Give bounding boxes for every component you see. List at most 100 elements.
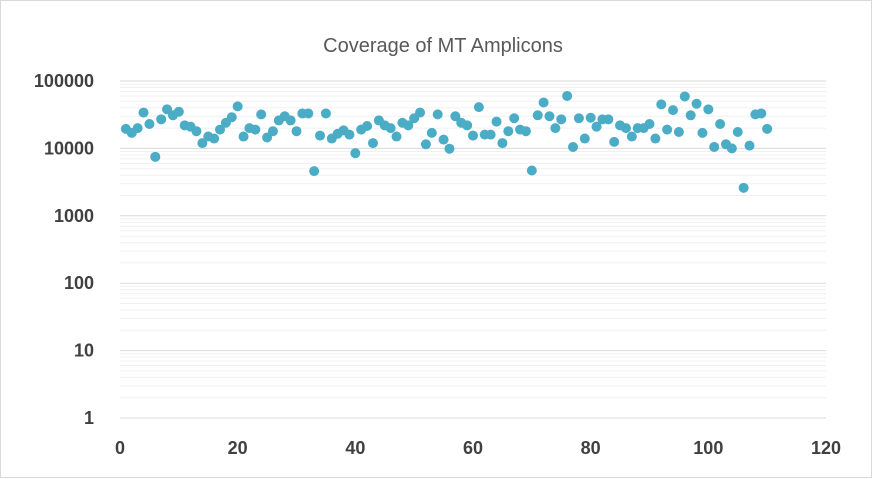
data-point	[415, 107, 426, 118]
data-point	[385, 123, 396, 134]
data-point	[450, 111, 461, 122]
data-point	[744, 140, 755, 151]
data-point	[309, 166, 320, 177]
data-point	[132, 123, 143, 134]
data-point	[144, 119, 155, 130]
data-point	[485, 129, 496, 140]
data-point	[426, 127, 437, 138]
y-tick-label: 100000	[34, 71, 94, 91]
data-point	[226, 112, 237, 123]
data-point	[585, 112, 596, 123]
data-point	[526, 165, 537, 176]
data-point	[238, 131, 249, 142]
x-axis-ticks: 0 20 40 60 80 100 120	[115, 438, 841, 458]
data-point	[403, 120, 414, 131]
data-point	[491, 116, 502, 127]
data-point	[256, 109, 267, 120]
data-point	[362, 120, 373, 131]
data-point	[673, 127, 684, 138]
data-point	[197, 138, 208, 149]
data-point	[732, 127, 743, 138]
data-point	[497, 138, 508, 149]
data-point	[703, 104, 714, 115]
data-point	[662, 124, 673, 135]
data-point	[532, 110, 543, 121]
data-point	[138, 107, 149, 118]
data-point	[232, 101, 243, 112]
gridlines	[120, 80, 826, 419]
data-point	[444, 143, 455, 154]
data-point	[591, 121, 602, 132]
data-point	[291, 126, 302, 137]
x-tick-label: 40	[345, 438, 365, 458]
y-tick-label: 10000	[44, 138, 94, 158]
x-tick-label: 100	[693, 438, 723, 458]
data-point	[150, 151, 161, 162]
data-point	[520, 126, 531, 137]
data-point	[556, 114, 567, 125]
x-tick-label: 20	[228, 438, 248, 458]
data-point	[644, 119, 655, 130]
data-point	[438, 134, 449, 145]
data-point	[432, 109, 443, 120]
data-point	[173, 106, 184, 117]
data-point	[679, 91, 690, 102]
data-point	[509, 113, 520, 124]
data-point	[420, 139, 431, 150]
data-point	[191, 126, 202, 137]
data-point	[350, 148, 361, 159]
x-tick-label: 0	[115, 438, 125, 458]
data-point	[156, 114, 167, 125]
data-point	[756, 108, 767, 119]
data-point	[609, 136, 620, 147]
data-point	[503, 126, 514, 137]
data-point	[544, 111, 555, 122]
data-point	[262, 132, 273, 143]
y-tick-label: 1	[84, 408, 94, 428]
data-point	[550, 123, 561, 134]
data-point	[573, 113, 584, 124]
data-point	[568, 141, 579, 152]
data-point	[685, 110, 696, 121]
data-point	[650, 133, 661, 144]
data-point	[462, 120, 473, 131]
data-point	[303, 108, 314, 119]
data-point	[738, 182, 749, 193]
data-point	[620, 123, 631, 134]
data-point	[603, 114, 614, 125]
x-tick-label: 120	[811, 438, 841, 458]
y-tick-label: 1000	[54, 206, 94, 226]
data-point	[215, 124, 226, 135]
data-point	[473, 102, 484, 113]
data-point	[285, 115, 296, 126]
chart-title: Coverage of MT Amplicons	[323, 35, 563, 57]
data-point	[715, 119, 726, 130]
data-point	[391, 131, 402, 142]
data-point	[562, 90, 573, 101]
x-tick-label: 80	[581, 438, 601, 458]
data-point	[267, 126, 278, 137]
data-point	[691, 98, 702, 109]
data-point	[250, 124, 261, 135]
data-point	[468, 130, 478, 141]
y-tick-label: 100	[64, 273, 94, 293]
data-point	[626, 131, 637, 142]
y-axis-ticks: 1 10 100 1000 10000 100000	[34, 71, 94, 428]
y-tick-label: 10	[74, 341, 94, 361]
data-point	[320, 108, 331, 119]
data-point	[726, 143, 737, 154]
data-point	[709, 141, 720, 152]
data-point	[762, 123, 773, 134]
data-point	[315, 130, 326, 141]
data-point	[697, 127, 708, 138]
data-points	[120, 90, 773, 193]
data-point	[367, 138, 378, 149]
data-point	[209, 133, 220, 144]
data-point	[538, 97, 549, 108]
data-point	[344, 129, 355, 140]
data-point	[668, 105, 679, 116]
x-tick-label: 60	[463, 438, 483, 458]
